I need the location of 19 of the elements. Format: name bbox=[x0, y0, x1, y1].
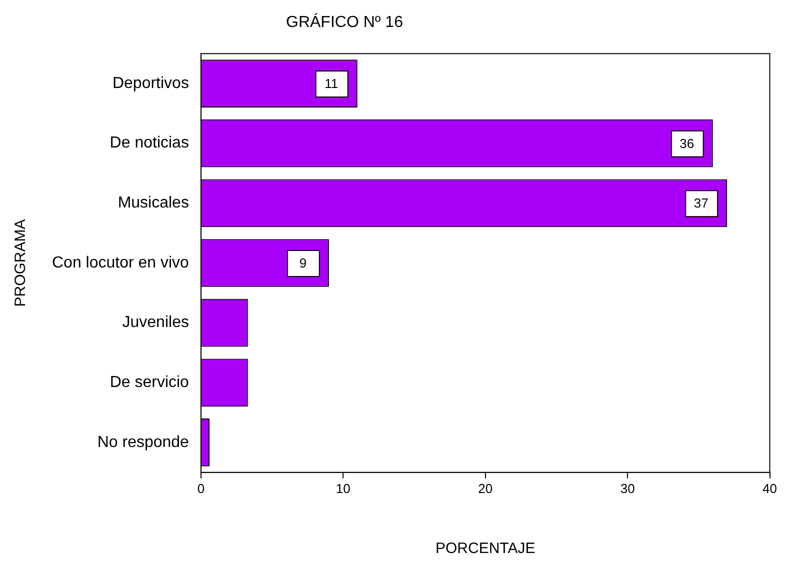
x-tick-label: 40 bbox=[762, 480, 778, 496]
x-axis-title: PORCENTAJE bbox=[436, 540, 536, 558]
data-label: 37 bbox=[694, 196, 708, 211]
y-tick-label: Deportivos bbox=[112, 74, 189, 92]
y-tick-label: De servicio bbox=[110, 374, 190, 392]
data-label: 11 bbox=[324, 76, 338, 92]
y-tick-label: Con locutor en vivo bbox=[52, 254, 190, 272]
x-tick-label: 30 bbox=[620, 480, 635, 496]
y-tick-label: Juveniles bbox=[122, 314, 189, 332]
y-tick-label: Musicales bbox=[118, 194, 189, 212]
data-label: 9 bbox=[299, 256, 307, 271]
y-axis-title: PROGRAMA bbox=[12, 219, 30, 307]
x-tick-label: 20 bbox=[478, 480, 493, 496]
y-tick-label: No responde bbox=[97, 434, 190, 451]
x-tick-label: 0 bbox=[197, 480, 205, 496]
data-label: 36 bbox=[680, 136, 694, 151]
y-tick-label: De noticias bbox=[110, 134, 189, 152]
x-tick-label: 10 bbox=[336, 480, 350, 496]
chart-title: GRÁFICO Nº 16 bbox=[286, 14, 404, 32]
